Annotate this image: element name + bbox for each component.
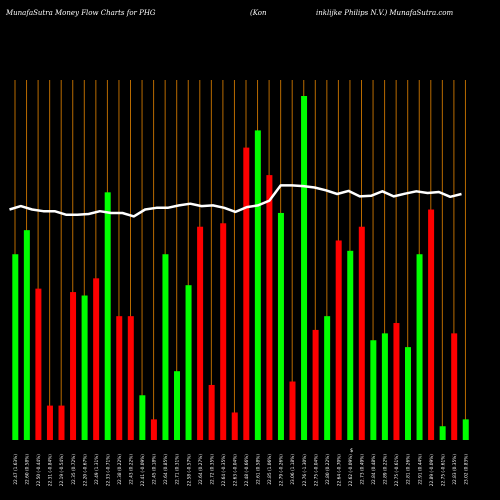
bar-28: [324, 316, 331, 440]
x-tick-label: 22.64 (0.85%): [163, 454, 169, 485]
x-tick-label: 22.45 (0.18%): [152, 454, 158, 485]
bar-35: [405, 347, 411, 440]
x-tick-label: 22.35 (0.72%): [71, 454, 77, 485]
x-tick-label: 22.81 (0.26%): [406, 454, 412, 485]
price-line: [9, 184, 462, 218]
bar-21: [243, 147, 250, 440]
bar-29: [335, 240, 342, 440]
x-tick-label: 22.72 (0.35%): [209, 454, 215, 485]
x-tick-label: 22.58 (-0.57%): [186, 454, 192, 487]
x-tick-label: 22.91 (0.44%): [417, 454, 423, 485]
bar-19: [220, 223, 227, 440]
x-tick-label: 22.89 (-0.09%): [429, 454, 435, 487]
bar-32: [370, 340, 377, 440]
x-tick-label: 22.64 (-0.70%): [336, 454, 342, 487]
bar-4: [46, 405, 53, 440]
bar-30: [347, 250, 354, 440]
x-tick-label: 22.73 (0.49%): [360, 454, 366, 485]
bar-31: [358, 226, 365, 440]
x-tick-label: 22.60 (0.58%): [25, 454, 31, 485]
bar-38: [439, 426, 446, 440]
bar-8: [93, 278, 100, 440]
x-tick-label: 22.79 (-0.26%): [279, 454, 285, 487]
x-tick-label: 22.48 (-0.66%): [244, 454, 250, 487]
bar-25: [289, 381, 296, 440]
bar-36: [416, 254, 423, 440]
x-tick-label: 22.76 (-1.30%): [302, 454, 308, 487]
bar-11: [127, 316, 134, 440]
bar-23: [266, 175, 273, 440]
axis-mark: $: [350, 448, 353, 454]
x-tick-label: 22.50 (-0.44%): [36, 454, 42, 487]
x-tick-label: 23.02 (0.83%): [464, 454, 470, 485]
x-tick-label: 22.19 (-0.54%): [59, 454, 65, 487]
x-tick-label: 22.75 (-0.61%): [440, 454, 446, 487]
bar-26: [301, 96, 308, 440]
bar-18: [208, 384, 215, 440]
x-tick-label: 22.75 (-0.04%): [313, 454, 319, 487]
x-tick-label: 22.85 (1.06%): [267, 454, 273, 485]
x-tick-label: 23.06 (1.18%): [290, 454, 296, 485]
company-name-end: inklijke Philips N.V.) MunafaSutra.com: [316, 9, 454, 17]
bar-37: [428, 209, 435, 440]
x-tick-label: 22.61 (0.58%): [256, 454, 262, 485]
x-tick-label: 22.64 (-0.35%): [221, 454, 227, 487]
x-tick-label: 22.31 (-0.84%): [48, 454, 54, 487]
bar-16: [185, 285, 192, 440]
bar-13: [150, 419, 157, 440]
x-tick-label: 22.80 (0.22%): [325, 454, 331, 485]
bar-2: [23, 230, 30, 440]
bar-40: [462, 419, 469, 440]
company-name-start: (Kon: [250, 9, 267, 17]
bar-1: [12, 254, 19, 440]
bar-15: [174, 371, 180, 440]
bar-27: [312, 329, 319, 440]
bar-12: [139, 395, 146, 440]
bar-6: [70, 292, 77, 440]
bar-10: [116, 316, 123, 440]
x-tick-label: 22.49 (1.31%): [94, 454, 100, 485]
x-tick-label: 22.75 (-0.61%): [394, 454, 400, 487]
x-tick-label: 22.38 (0.22%): [117, 454, 123, 485]
x-tick-label: 22.64 (0.27%): [198, 454, 204, 485]
bar-34: [393, 323, 400, 440]
x-tick-label: 22.84 (0.48%): [371, 454, 377, 485]
bar-39: [451, 333, 458, 440]
x-tick-label: 22.62 (-0.09%): [348, 454, 354, 487]
x-tick-label: 22.83 (0.35%): [452, 454, 458, 485]
bar-3: [35, 288, 42, 440]
bar-14: [162, 254, 169, 440]
bar-5: [58, 405, 65, 440]
x-tick-label: 22.89 (0.22%): [383, 454, 389, 485]
x-tick-label: 22.43 (0.22%): [129, 454, 135, 485]
bar-7: [81, 295, 88, 440]
x-tick-label: 22.41 (-0.09%): [140, 454, 146, 487]
chart-title: MunafaSutra Money Flow Charts for PHG: [6, 9, 156, 17]
x-tick-label: 22.20 (-0.67%): [82, 454, 88, 487]
bar-22: [254, 130, 261, 440]
x-tick-label: 22.71 (0.31%): [175, 454, 181, 485]
x-tick-label: 22.33 (-0.71%): [105, 454, 111, 487]
bar-9: [104, 192, 111, 440]
bar-33: [381, 333, 388, 440]
x-tick-label: 22.63 (-0.04%): [233, 454, 239, 487]
chart-header: MunafaSutra Money Flow Charts for PHG (K…: [0, 0, 500, 20]
x-tick-label: 22.47 (1.63%): [13, 454, 19, 485]
bar-20: [231, 412, 238, 440]
bar-17: [197, 226, 204, 440]
bar-24: [277, 212, 284, 440]
